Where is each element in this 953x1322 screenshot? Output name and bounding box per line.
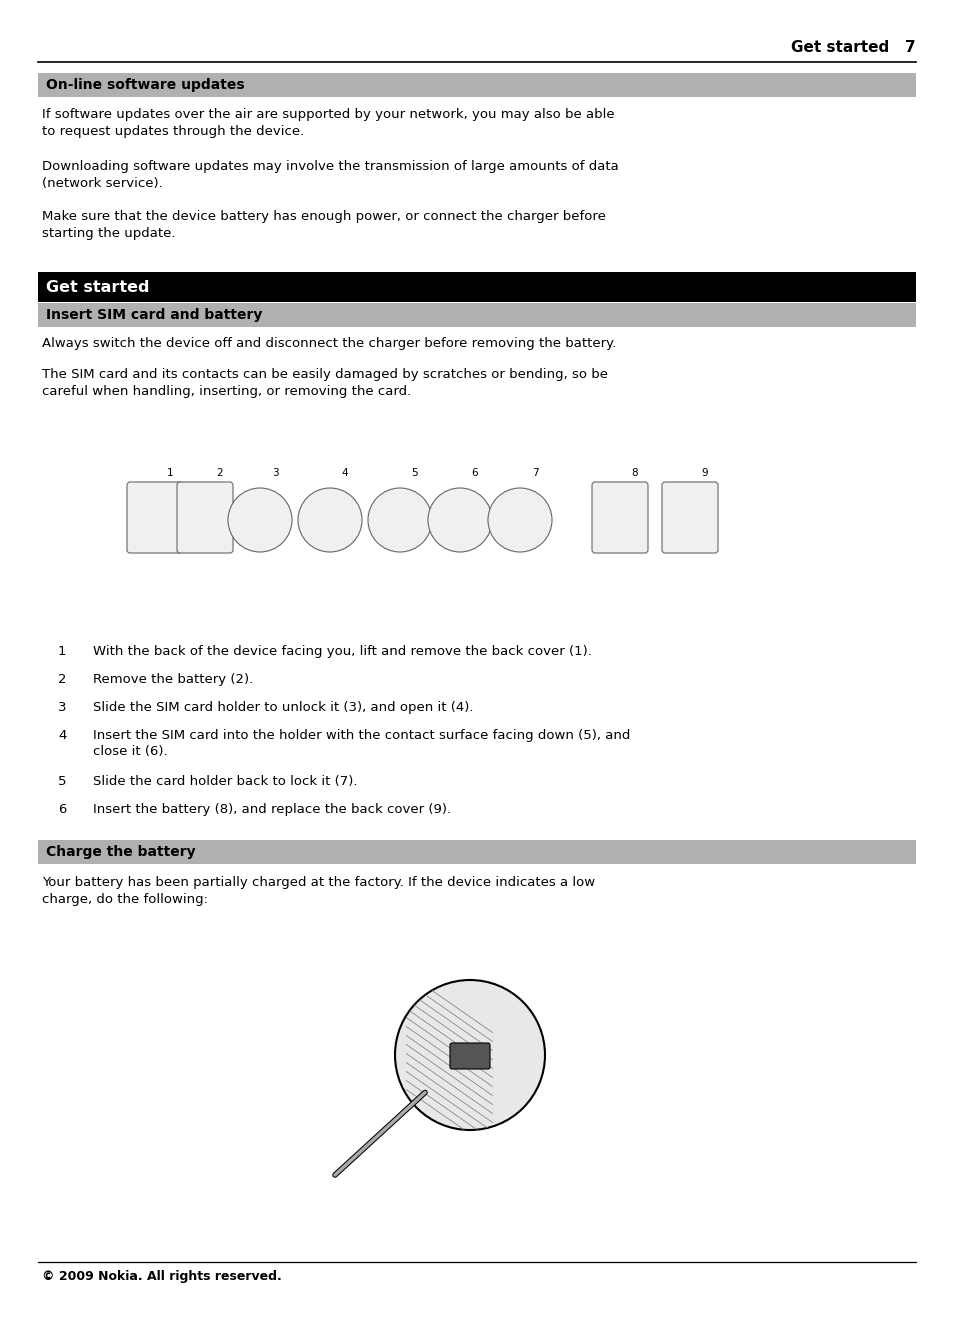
Text: Insert the battery (8), and replace the back cover (9).: Insert the battery (8), and replace the … <box>92 802 451 816</box>
Text: Always switch the device off and disconnect the charger before removing the batt: Always switch the device off and disconn… <box>42 337 616 350</box>
Circle shape <box>297 488 361 553</box>
Circle shape <box>228 488 292 553</box>
Text: Get started: Get started <box>46 279 150 295</box>
Text: 2: 2 <box>216 468 223 479</box>
Circle shape <box>488 488 552 553</box>
Text: 8: 8 <box>631 468 638 479</box>
Text: Slide the card holder back to lock it (7).: Slide the card holder back to lock it (7… <box>92 775 357 788</box>
Text: Slide the SIM card holder to unlock it (3), and open it (4).: Slide the SIM card holder to unlock it (… <box>92 701 473 714</box>
Circle shape <box>368 488 432 553</box>
Text: If software updates over the air are supported by your network, you may also be : If software updates over the air are sup… <box>42 108 614 139</box>
Text: 3: 3 <box>272 468 278 479</box>
Text: 4: 4 <box>58 728 67 742</box>
Text: Downloading software updates may involve the transmission of large amounts of da: Downloading software updates may involve… <box>42 160 618 190</box>
Text: Charge the battery: Charge the battery <box>46 845 195 859</box>
Text: Make sure that the device battery has enough power, or connect the charger befor: Make sure that the device battery has en… <box>42 210 605 241</box>
Text: 5: 5 <box>412 468 417 479</box>
Text: 9: 9 <box>701 468 707 479</box>
Text: 3: 3 <box>58 701 67 714</box>
Text: With the back of the device facing you, lift and remove the back cover (1).: With the back of the device facing you, … <box>92 645 591 658</box>
Text: 6: 6 <box>471 468 477 479</box>
Bar <box>38 73 915 97</box>
Text: © 2009 Nokia. All rights reserved.: © 2009 Nokia. All rights reserved. <box>42 1270 281 1282</box>
Circle shape <box>395 980 544 1130</box>
Text: The SIM card and its contacts can be easily damaged by scratches or bending, so : The SIM card and its contacts can be eas… <box>42 368 607 398</box>
Text: 5: 5 <box>58 775 67 788</box>
Bar <box>38 303 915 327</box>
Circle shape <box>428 488 492 553</box>
Bar <box>38 272 915 301</box>
Text: Get started   7: Get started 7 <box>791 40 915 56</box>
Text: 1: 1 <box>167 468 173 479</box>
Text: Remove the battery (2).: Remove the battery (2). <box>92 673 253 686</box>
FancyBboxPatch shape <box>450 1043 490 1069</box>
FancyBboxPatch shape <box>592 483 647 553</box>
Text: Insert the SIM card into the holder with the contact surface facing down (5), an: Insert the SIM card into the holder with… <box>92 728 630 758</box>
Text: Your battery has been partially charged at the factory. If the device indicates : Your battery has been partially charged … <box>42 876 595 907</box>
Text: 6: 6 <box>58 802 67 816</box>
FancyBboxPatch shape <box>177 483 233 553</box>
FancyBboxPatch shape <box>127 483 183 553</box>
Text: Insert SIM card and battery: Insert SIM card and battery <box>46 308 262 323</box>
Bar <box>130 430 800 609</box>
Text: 2: 2 <box>58 673 67 686</box>
Text: 7: 7 <box>531 468 537 479</box>
FancyBboxPatch shape <box>661 483 718 553</box>
Text: 4: 4 <box>341 468 348 479</box>
Bar <box>38 839 915 865</box>
Text: 1: 1 <box>58 645 67 658</box>
Text: On-line software updates: On-line software updates <box>46 78 244 93</box>
